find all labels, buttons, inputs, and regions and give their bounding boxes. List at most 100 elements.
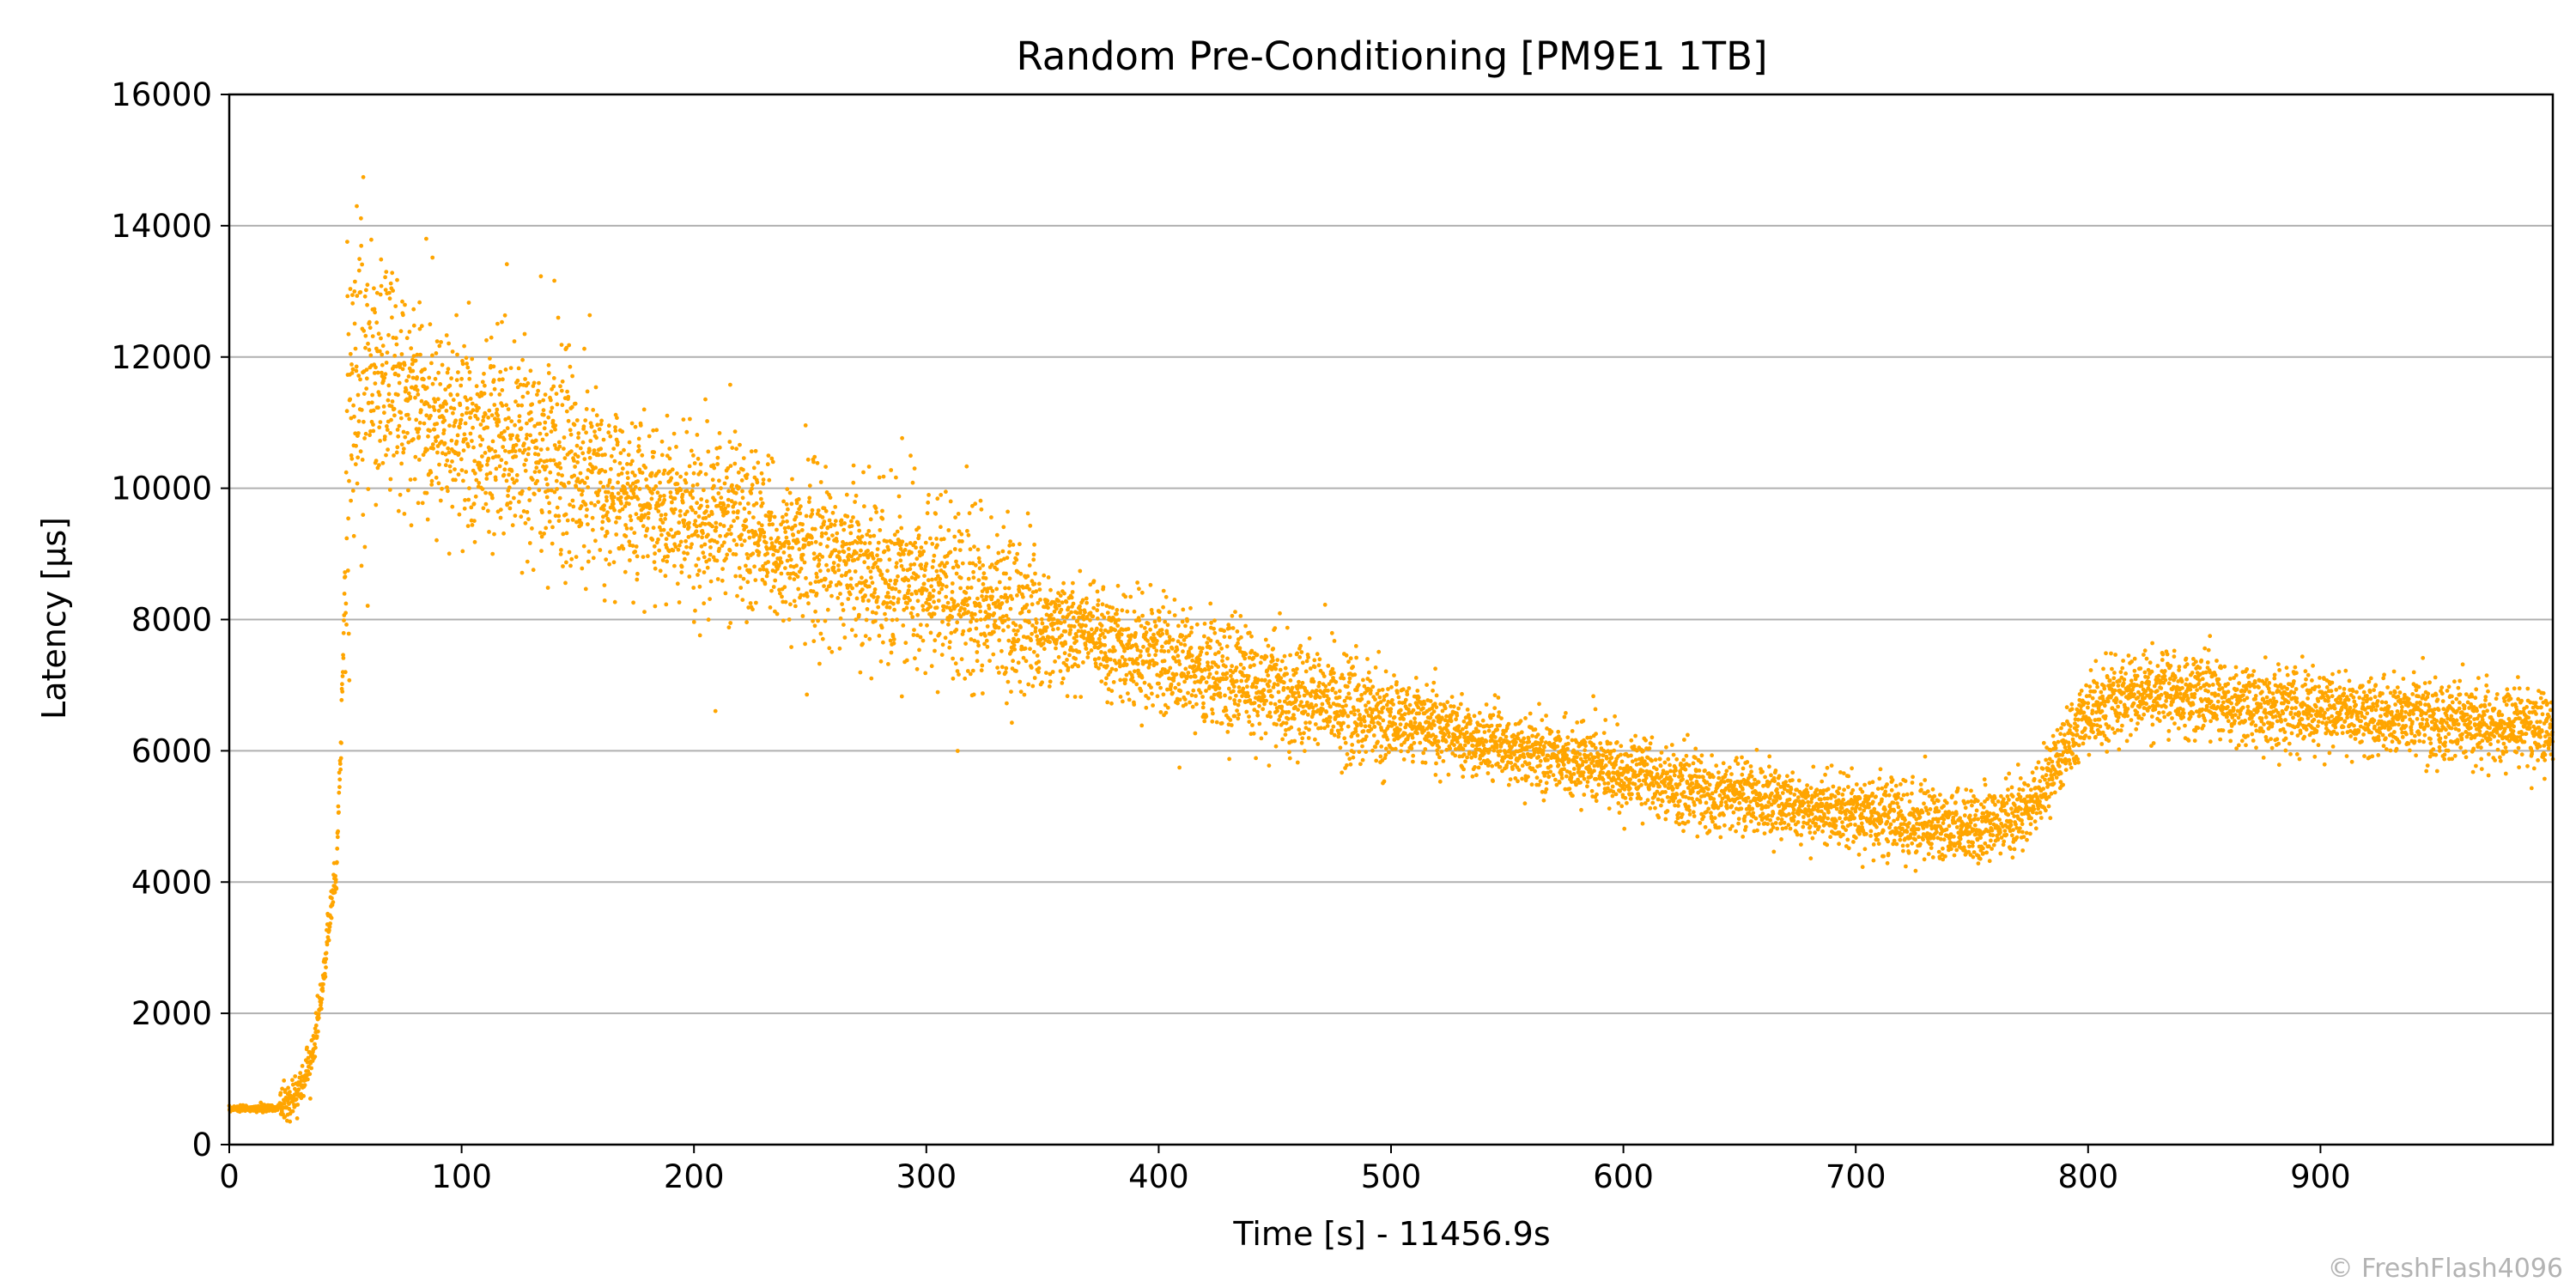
data-point (649, 471, 654, 476)
data-point (625, 481, 630, 486)
data-point (906, 578, 911, 583)
data-point (401, 313, 405, 318)
data-point (697, 584, 702, 589)
data-point (1352, 672, 1358, 677)
data-point (1111, 680, 1116, 684)
data-point (1255, 713, 1261, 718)
data-point (1146, 653, 1151, 658)
data-point (796, 539, 800, 544)
data-point (530, 402, 535, 407)
data-point (784, 501, 789, 507)
data-point (389, 417, 393, 422)
data-point (1138, 653, 1143, 659)
data-point (751, 515, 756, 519)
data-point (1048, 671, 1053, 677)
data-point (750, 551, 756, 556)
data-point (1054, 638, 1060, 642)
data-point (1148, 582, 1153, 587)
data-point (519, 403, 525, 408)
data-point (1174, 671, 1179, 677)
data-point (766, 453, 771, 458)
data-point (740, 495, 745, 501)
data-point (704, 509, 708, 513)
data-point (1150, 611, 1155, 616)
data-point (325, 942, 330, 947)
data-point (544, 432, 549, 437)
data-point (437, 343, 442, 349)
data-point (733, 490, 738, 495)
data-point (1181, 607, 1186, 612)
data-point (688, 416, 692, 422)
data-point (641, 524, 646, 528)
data-point (1021, 655, 1026, 660)
data-point (957, 672, 961, 677)
data-point (1200, 646, 1205, 651)
data-point (1139, 649, 1143, 653)
data-point (497, 377, 501, 382)
data-point (567, 480, 571, 485)
data-point (650, 490, 654, 495)
data-point (522, 462, 527, 467)
data-point (1449, 695, 1455, 699)
data-point (1078, 568, 1083, 574)
data-point (1263, 731, 1268, 736)
data-point (781, 514, 785, 519)
data-point (1194, 622, 1200, 627)
data-point (877, 634, 882, 638)
data-point (538, 274, 544, 279)
data-point (846, 597, 851, 601)
data-point (1498, 764, 1503, 769)
data-point (836, 568, 841, 573)
data-point (797, 569, 802, 574)
data-point (847, 547, 851, 551)
data-point (739, 478, 744, 483)
data-point (890, 586, 895, 591)
data-point (1238, 662, 1243, 667)
data-point (1170, 690, 1175, 696)
data-point (842, 635, 848, 640)
data-point (747, 535, 752, 540)
data-point (542, 426, 547, 431)
data-point (1244, 709, 1249, 714)
data-point (978, 609, 983, 614)
data-point (413, 395, 417, 400)
data-point (380, 362, 385, 368)
data-point (849, 628, 854, 632)
data-point (1005, 701, 1009, 706)
data-point (416, 392, 421, 397)
data-point (1165, 705, 1170, 710)
data-point (549, 410, 554, 414)
data-point (515, 385, 520, 390)
data-point (805, 594, 810, 598)
data-point (1270, 694, 1274, 699)
data-point (901, 623, 906, 628)
data-point (490, 551, 495, 556)
data-point (1007, 550, 1012, 555)
data-point (372, 307, 377, 312)
data-point (515, 378, 520, 383)
data-point (822, 584, 826, 588)
data-point (635, 577, 640, 582)
data-point (898, 552, 902, 557)
data-point (823, 531, 829, 536)
data-point (876, 540, 881, 545)
data-point (607, 562, 611, 567)
data-point (820, 636, 825, 641)
data-point (1083, 642, 1088, 647)
data-point (725, 475, 729, 480)
data-point (1355, 723, 1359, 728)
data-point (396, 392, 400, 398)
data-point (568, 428, 573, 433)
data-point (359, 243, 364, 248)
data-point (1179, 641, 1183, 647)
data-point (542, 532, 546, 536)
data-point (848, 592, 853, 597)
data-point (468, 431, 473, 436)
data-point (1268, 701, 1273, 706)
data-point (426, 434, 430, 439)
data-point (690, 495, 696, 501)
data-point (805, 692, 810, 697)
data-point (565, 518, 570, 523)
data-point (550, 525, 555, 530)
